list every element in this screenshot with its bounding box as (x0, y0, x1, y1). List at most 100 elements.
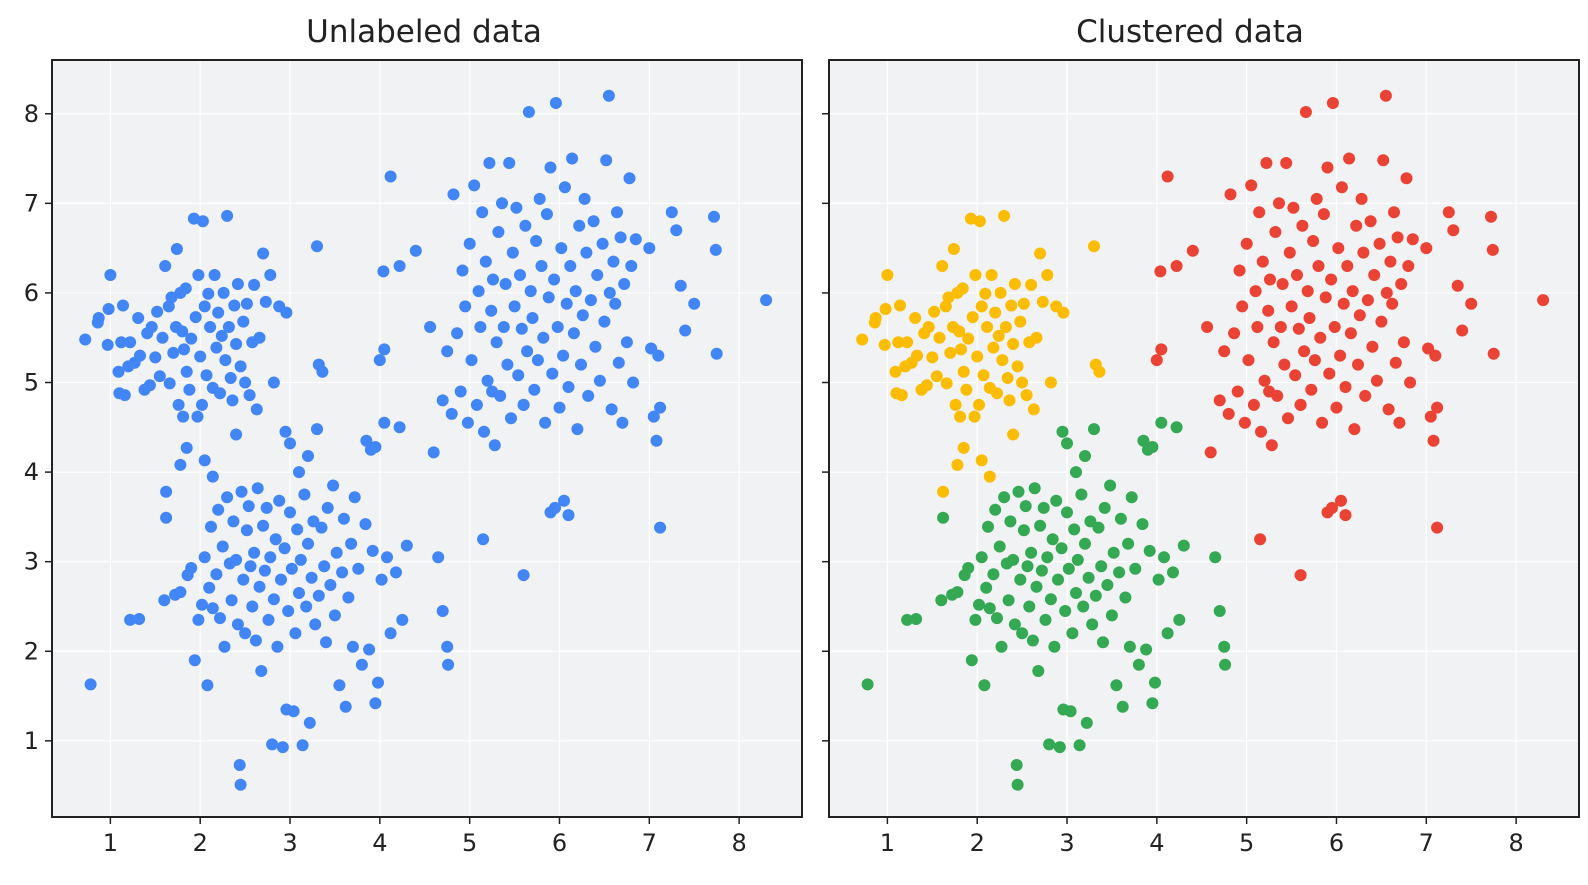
data-point-points (551, 321, 564, 333)
x-tick-label: 6 (1329, 829, 1344, 857)
data-point-points (472, 285, 485, 298)
data-point-cluster-green (1061, 437, 1073, 450)
data-point-cluster-red (1431, 401, 1444, 414)
data-point-points (233, 759, 246, 771)
data-point-cluster-green (1136, 518, 1149, 531)
data-point-cluster-yellow (936, 260, 949, 272)
data-point-cluster-yellow (975, 300, 988, 313)
data-point-points (231, 618, 244, 631)
data-point-points (156, 331, 169, 344)
y-tick-label: 7 (24, 189, 39, 217)
data-point-cluster-red (1186, 244, 1199, 257)
data-point-cluster-red (1276, 278, 1289, 290)
data-point-points (205, 520, 217, 533)
data-point-cluster-yellow (1005, 299, 1018, 312)
data-point-cluster-red (1317, 208, 1330, 221)
x-tick-label: 4 (372, 829, 387, 857)
data-point-cluster-green (1011, 778, 1024, 791)
data-point-cluster-green (1097, 636, 1109, 649)
data-point-cluster-red (1344, 327, 1357, 340)
x-tick-label: 7 (642, 829, 657, 857)
data-point-points (612, 356, 625, 369)
data-point-cluster-green (1034, 519, 1047, 532)
data-point-cluster-yellow (856, 333, 869, 346)
data-point-cluster-red (1222, 407, 1235, 420)
data-point-points (454, 385, 467, 398)
y-tick-label: 2 (24, 637, 39, 665)
data-point-cluster-red (1447, 224, 1460, 237)
data-point-cluster-green (1017, 524, 1030, 537)
data-point-cluster-red (1388, 206, 1400, 219)
data-point-points (459, 300, 472, 313)
data-point-cluster-yellow (1041, 269, 1054, 281)
data-point-cluster-red (1254, 533, 1267, 546)
data-point-points (79, 333, 92, 346)
data-point-points (512, 369, 525, 382)
data-point-cluster-red (1451, 279, 1464, 292)
data-point-points (196, 398, 208, 411)
data-point-points (124, 613, 137, 626)
data-point-points (560, 297, 573, 310)
data-point-points (102, 303, 115, 315)
data-point-cluster-red (1255, 425, 1267, 438)
data-point-points (643, 242, 656, 255)
data-point-points (652, 349, 665, 362)
data-point-points (390, 566, 402, 579)
data-point-points (160, 485, 173, 498)
data-point-cluster-green (965, 654, 978, 667)
data-point-cluster-red (1249, 285, 1262, 298)
data-point-points (278, 542, 291, 555)
data-point-cluster-yellow (1001, 372, 1014, 384)
data-point-cluster-red (1303, 312, 1316, 324)
data-point-points (115, 336, 128, 349)
data-point-cluster-red (1307, 235, 1320, 247)
data-point-cluster-red (1346, 285, 1359, 298)
data-point-cluster-yellow (957, 441, 970, 454)
data-point-points (589, 340, 602, 353)
data-point-points (324, 579, 337, 591)
data-point-points (510, 201, 523, 214)
data-point-cluster-red (1267, 336, 1280, 349)
data-point-points (503, 157, 516, 169)
data-point-points (275, 573, 287, 586)
data-point-points (432, 551, 445, 564)
data-point-cluster-red (1287, 201, 1300, 214)
data-point-points (436, 605, 449, 617)
data-point-points (478, 425, 490, 438)
data-point-points (605, 403, 618, 416)
data-point-points (196, 598, 208, 611)
data-point-points (665, 206, 678, 219)
data-point-cluster-red (1218, 345, 1231, 358)
data-point-points (293, 466, 305, 479)
y-tick-label: 8 (24, 100, 39, 128)
data-point-cluster-red (1420, 242, 1433, 255)
data-point-cluster-red (1339, 381, 1352, 393)
data-point-cluster-green (1021, 560, 1034, 573)
data-point-cluster-red (1233, 264, 1246, 277)
data-point-points (377, 265, 390, 278)
data-point-cluster-green (1077, 600, 1090, 613)
data-point-points (212, 306, 225, 319)
x-tick-label: 7 (1419, 829, 1434, 857)
data-point-points (506, 246, 519, 259)
data-point-points (214, 612, 226, 625)
data-point-points (674, 279, 687, 292)
data-point-points (240, 524, 253, 537)
data-point-points (273, 494, 286, 507)
data-point-points (311, 423, 323, 436)
data-point-cluster-red (1353, 309, 1366, 322)
data-point-cluster-yellow (985, 269, 998, 281)
x-tick-label: 8 (1508, 829, 1523, 857)
data-point-cluster-red (1228, 327, 1241, 340)
data-point-cluster-yellow (1025, 278, 1038, 291)
data-point-points (294, 553, 307, 566)
data-point-points (654, 521, 667, 534)
data-point-points (202, 287, 215, 300)
data-point-cluster-yellow (1093, 365, 1106, 378)
data-point-cluster-green (1114, 512, 1127, 525)
data-point-cluster-red (1262, 304, 1275, 317)
data-point-points (531, 354, 544, 367)
data-point-points (558, 181, 571, 194)
data-point-cluster-red (1326, 501, 1338, 514)
data-point-points (217, 286, 230, 299)
